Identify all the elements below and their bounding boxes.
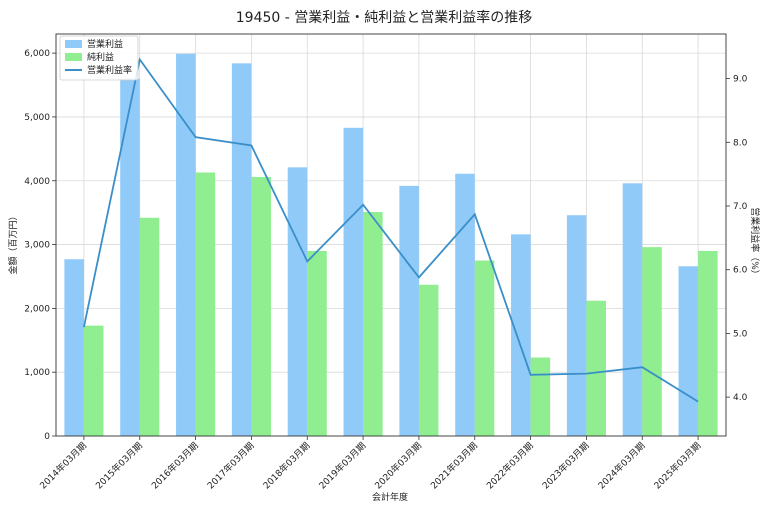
bar-net-profit — [531, 358, 551, 436]
bar-operating-profit — [455, 174, 475, 436]
bar-operating-profit — [679, 266, 699, 436]
bar-net-profit — [475, 261, 495, 436]
x-tick-label: 2018年03月期 — [260, 440, 312, 492]
y-axis-label: 金額（百万円） — [7, 211, 19, 274]
y-tick-label: 1,000 — [24, 368, 50, 378]
legend-swatch — [65, 53, 82, 61]
y2-tick-labels: 4.0 5.0 6.0 7.0 8.0 9.0 — [726, 75, 748, 404]
bar-net-profit — [84, 326, 104, 436]
bar-operating-profit — [399, 186, 419, 436]
bar-operating-profit — [288, 167, 308, 436]
y2-axis-label: 営業利益率（%） — [749, 207, 761, 279]
y-tick-label: 4,000 — [24, 177, 50, 187]
y2-tick-label: 7.0 — [733, 202, 748, 212]
bar-net-profit — [586, 301, 606, 436]
y-tick-label: 5,000 — [24, 113, 50, 123]
y-tick-label: 0 — [44, 432, 50, 442]
bar-net-profit — [251, 177, 271, 436]
bar-net-profit — [140, 218, 160, 436]
bar-operating-profit — [176, 54, 196, 436]
y-tick-label: 6,000 — [24, 49, 50, 59]
line-operating-margin — [84, 60, 698, 402]
y2-tick-label: 6.0 — [733, 266, 748, 276]
legend-label: 営業利益率 — [87, 64, 132, 76]
x-tick-label: 2014年03月期 — [37, 440, 89, 492]
bar-net-profit — [419, 285, 439, 436]
x-tick-label: 2024年03月期 — [595, 440, 647, 492]
bar-operating-profit — [232, 63, 252, 436]
x-axis-label: 会計年度 — [372, 491, 408, 503]
x-tick-label: 2016年03月期 — [149, 440, 201, 492]
bar-operating-profit — [567, 215, 587, 436]
bar-operating-profit — [64, 259, 84, 436]
x-tick-label: 2025年03月期 — [651, 440, 703, 492]
x-tick-label: 2021年03月期 — [428, 440, 480, 492]
chart-title: 19450 - 営業利益・純利益と営業利益率の推移 — [236, 9, 533, 26]
bar-operating-profit — [511, 234, 531, 436]
legend-label: 営業利益 — [87, 38, 123, 50]
bar-net-profit — [642, 247, 662, 436]
y-tick-label: 3,000 — [24, 241, 50, 251]
bar-net-profit — [307, 251, 327, 436]
y2-tick-label: 9.0 — [733, 75, 748, 85]
y2-tick-label: 4.0 — [733, 393, 748, 403]
bar-net-profit — [698, 251, 718, 436]
line-series — [84, 59, 698, 401]
bar-net-profit — [196, 172, 216, 436]
bar-operating-profit — [623, 183, 643, 436]
y2-tick-label: 8.0 — [733, 138, 748, 148]
x-tick-label: 2022年03月期 — [484, 440, 536, 492]
legend-label: 純利益 — [87, 51, 114, 63]
x-tick-label: 2019年03月期 — [316, 440, 368, 492]
x-tick-label: 2017年03月期 — [205, 440, 257, 492]
y-tick-label: 2,000 — [24, 304, 50, 314]
bar-net-profit — [363, 212, 383, 436]
x-tick-label: 2023年03月期 — [540, 440, 592, 492]
y-tick-labels: 0 1,000 2,000 3,000 4,000 5,000 6,000 — [24, 49, 56, 442]
y2-tick-label: 5.0 — [733, 329, 748, 339]
legend-swatch — [65, 40, 82, 48]
bar-operating-profit — [344, 128, 364, 436]
x-tick-label: 2020年03月期 — [372, 440, 424, 492]
x-tick-label: 2015年03月期 — [93, 440, 145, 492]
bar-operating-profit — [120, 79, 140, 436]
